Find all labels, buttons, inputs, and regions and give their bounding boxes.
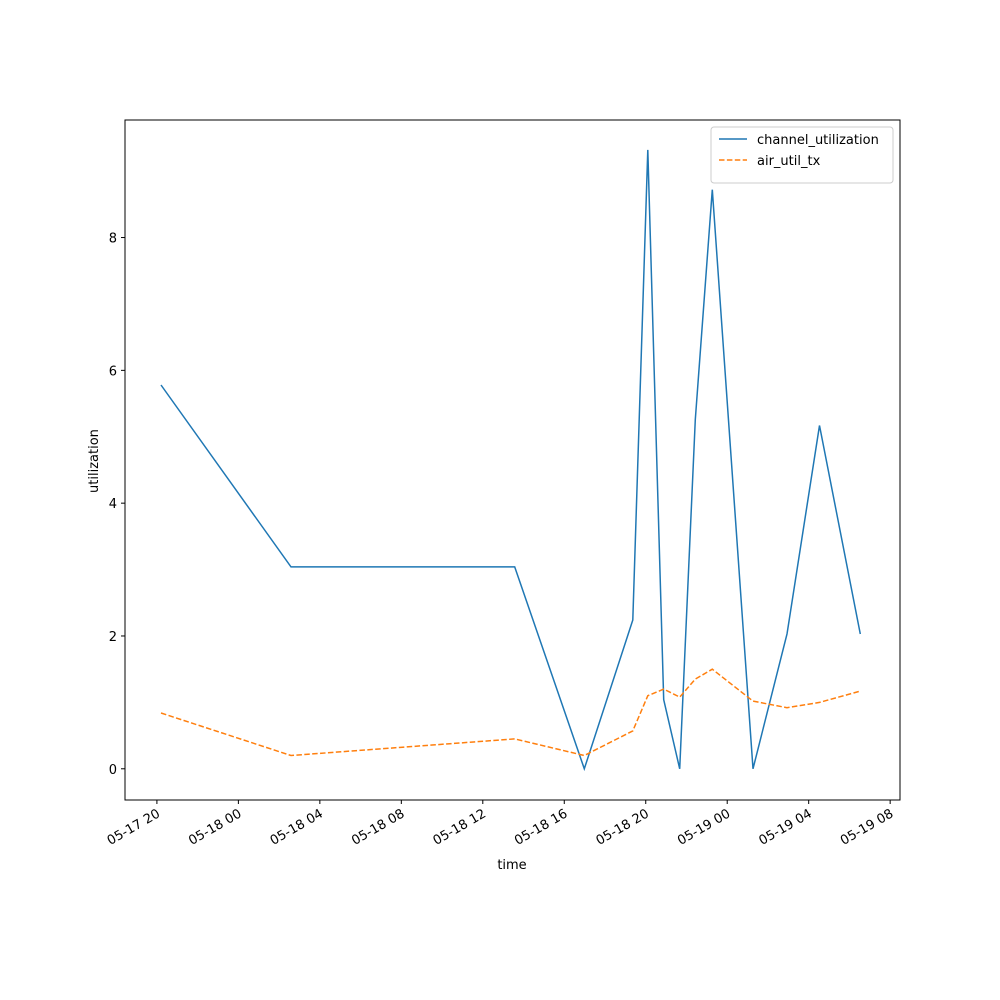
x-tick-label: 05-18 12 [431, 806, 489, 848]
x-tick-label: 05-18 00 [186, 806, 244, 848]
x-tick-label: 05-18 08 [349, 806, 407, 848]
x-tick-label: 05-18 16 [512, 806, 570, 848]
x-tick-label: 05-19 00 [675, 806, 733, 848]
y-tick-label: 4 [109, 497, 117, 512]
y-tick-label: 6 [109, 364, 117, 379]
x-tick-label: 05-18 20 [594, 806, 652, 848]
y-tick-label: 8 [109, 232, 117, 247]
x-tick-label: 05-19 04 [757, 806, 815, 848]
data-line [160, 149, 862, 772]
y-axis-label: utilization [87, 429, 102, 493]
y-tick-label: 0 [109, 763, 117, 778]
data-line [160, 668, 861, 757]
plot-frame [124, 119, 901, 801]
y-tick-label: 2 [109, 630, 117, 645]
legend-box [710, 126, 894, 184]
legend-label: air_util_tx [757, 154, 821, 169]
x-tick-label: 05-18 04 [268, 806, 326, 848]
x-tick-label: 05-17 20 [105, 806, 163, 848]
x-axis-label: time [497, 858, 526, 873]
legend-label: channel_utilization [757, 133, 879, 148]
x-tick-label: 05-19 08 [838, 806, 896, 848]
legend: channel_utilization air_util_tx [710, 126, 894, 184]
